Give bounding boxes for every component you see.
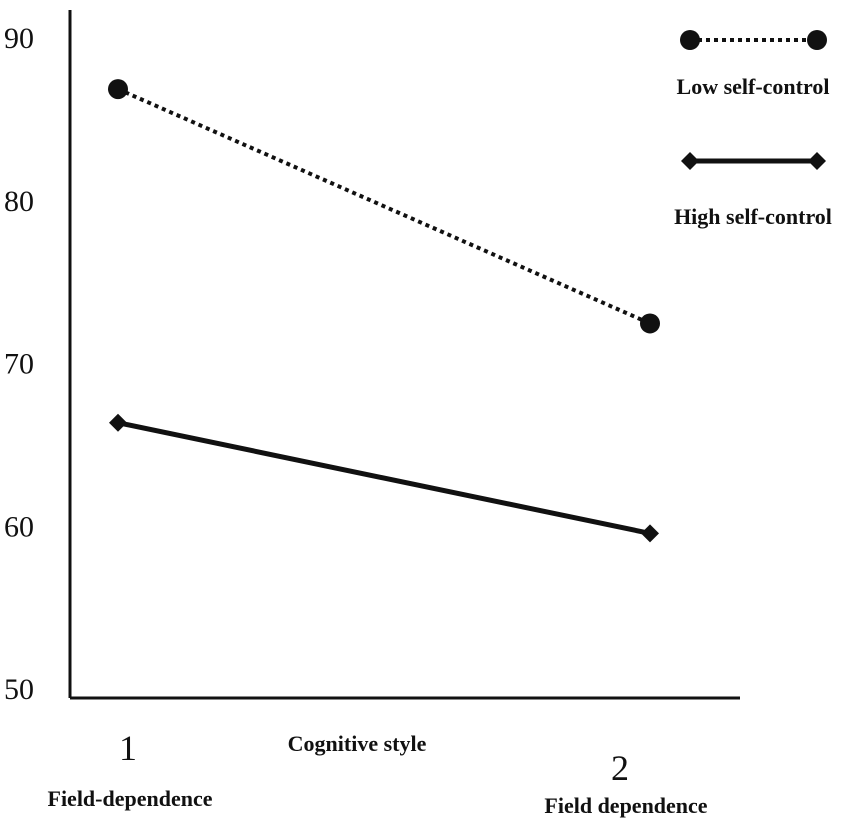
data-point [641,524,659,543]
data-point [680,30,700,50]
data-point [640,313,660,334]
legend: Low self-control High self-control [674,30,832,229]
series-line [117,420,651,536]
data-point [108,79,128,100]
legend-label: High self-control [674,204,832,229]
y-tick-label: 70 [4,348,34,381]
series-low-self-control [108,79,660,334]
data-point [109,413,127,432]
data-point [808,152,826,170]
series-layer [108,79,660,543]
x-axis-label: Cognitive style [288,731,427,756]
x-tick-labels: 1 Field-dependence 2 Field dependence [48,728,708,818]
y-tick-labels: 50 60 70 80 90 [4,22,34,706]
x-tick-name: Field dependence [544,793,707,818]
y-tick-label: 50 [4,673,34,706]
x-tick-name: Field-dependence [48,786,213,811]
data-point [681,152,699,170]
y-tick-label: 60 [4,510,34,543]
series-line [117,87,651,326]
y-tick-label: 80 [4,185,34,218]
y-tick-label: 90 [4,22,34,55]
data-point [807,30,827,50]
series-high-self-control [109,413,659,543]
x-tick-number: 2 [611,748,629,788]
legend-entry: Low self-control [677,30,830,99]
x-tick-number: 1 [119,728,137,768]
legend-label: Low self-control [677,74,830,99]
legend-entry: High self-control [674,152,832,229]
